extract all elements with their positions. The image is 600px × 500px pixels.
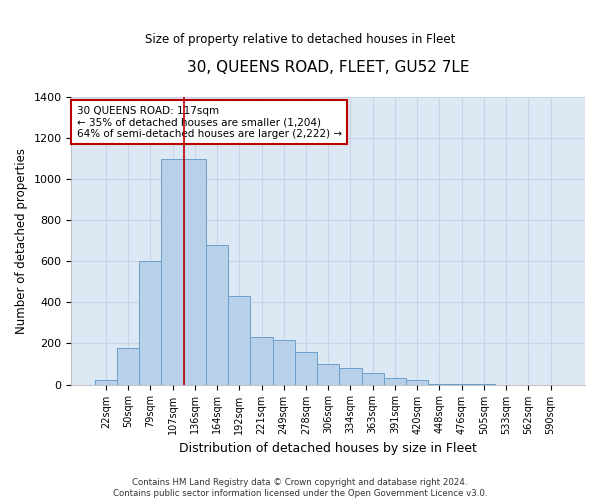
Text: 30 QUEENS ROAD: 117sqm
← 35% of detached houses are smaller (1,204)
64% of semi-: 30 QUEENS ROAD: 117sqm ← 35% of detached… <box>77 106 341 139</box>
Bar <box>206 245 228 384</box>
Bar <box>272 340 295 384</box>
Title: 30, QUEENS ROAD, FLEET, GU52 7LE: 30, QUEENS ROAD, FLEET, GU52 7LE <box>187 60 469 75</box>
Bar <box>228 296 250 384</box>
Bar <box>184 158 206 384</box>
Y-axis label: Number of detached properties: Number of detached properties <box>15 148 28 334</box>
Bar <box>406 380 428 384</box>
Bar <box>161 158 184 384</box>
Bar <box>384 378 406 384</box>
Bar <box>250 338 272 384</box>
X-axis label: Distribution of detached houses by size in Fleet: Distribution of detached houses by size … <box>179 442 477 455</box>
Bar <box>95 380 117 384</box>
Bar <box>362 374 384 384</box>
Bar <box>340 368 362 384</box>
Bar <box>317 364 340 384</box>
Bar <box>139 262 161 384</box>
Text: Contains HM Land Registry data © Crown copyright and database right 2024.
Contai: Contains HM Land Registry data © Crown c… <box>113 478 487 498</box>
Bar <box>295 352 317 384</box>
Bar <box>117 348 139 385</box>
Text: Size of property relative to detached houses in Fleet: Size of property relative to detached ho… <box>145 32 455 46</box>
